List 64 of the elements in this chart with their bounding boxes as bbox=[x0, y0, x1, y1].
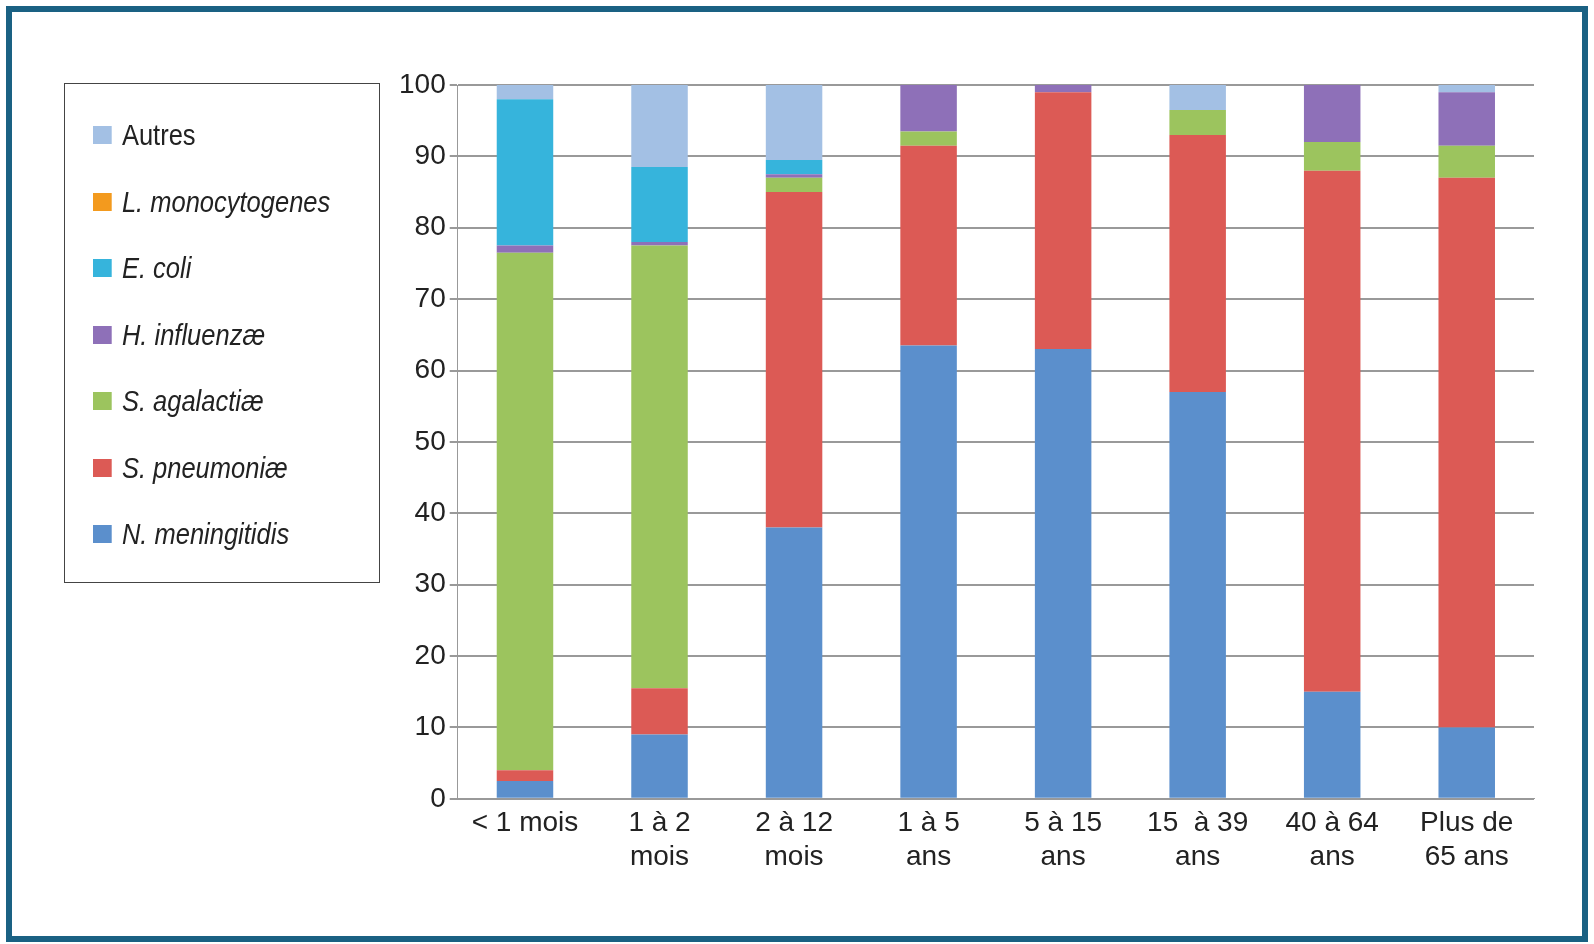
bar bbox=[900, 85, 957, 132]
bar bbox=[496, 770, 554, 781]
bar bbox=[496, 85, 554, 100]
bar bbox=[1303, 170, 1361, 692]
bar bbox=[631, 734, 688, 798]
x-tick-label: 1 à 2 mois bbox=[628, 806, 691, 871]
bar bbox=[496, 245, 554, 253]
bar bbox=[765, 192, 823, 528]
y-tick-label: 20 bbox=[414, 638, 446, 670]
x-tick-label: 1 à 5 ans bbox=[897, 806, 960, 871]
bar bbox=[1438, 85, 1495, 93]
bar bbox=[1438, 727, 1495, 798]
bar bbox=[1169, 109, 1226, 135]
bar bbox=[765, 527, 823, 798]
bar bbox=[1169, 391, 1226, 798]
bar bbox=[496, 780, 554, 798]
bar bbox=[631, 85, 688, 168]
y-tick-label: 10 bbox=[414, 710, 446, 742]
x-tick-label: 2 à 12 mois bbox=[755, 806, 833, 871]
legend-label: N. meningitidis bbox=[121, 517, 290, 552]
bar bbox=[631, 167, 688, 243]
bar bbox=[900, 145, 957, 346]
bar bbox=[1169, 85, 1226, 110]
legend-label: H. influenzæ bbox=[121, 317, 266, 352]
legend-label: L. monocytogenes bbox=[121, 184, 331, 219]
legend-label: Autres bbox=[121, 118, 196, 153]
bar bbox=[496, 252, 554, 771]
y-tick-label: 70 bbox=[414, 281, 446, 313]
legend-label: E. coli bbox=[121, 251, 192, 286]
bar bbox=[1438, 92, 1495, 146]
bar bbox=[1034, 85, 1092, 93]
bar bbox=[1034, 349, 1092, 798]
legend-label: S. pneumoniæ bbox=[121, 450, 288, 485]
y-tick-label: 0 bbox=[430, 781, 446, 813]
bar bbox=[1438, 145, 1495, 178]
bar bbox=[900, 131, 957, 146]
bar bbox=[631, 242, 688, 246]
bar bbox=[900, 345, 957, 798]
x-tick-label: 40 à 64 ans bbox=[1285, 806, 1379, 871]
bar bbox=[1169, 134, 1226, 392]
y-tick-label: 50 bbox=[414, 424, 446, 456]
bar bbox=[765, 159, 823, 175]
x-tick-label: < 1 mois bbox=[471, 806, 579, 838]
y-tick-label: 100 bbox=[399, 67, 446, 99]
x-tick-label: 5 à 15 ans bbox=[1024, 806, 1103, 871]
bar bbox=[765, 177, 823, 193]
y-tick-label: 60 bbox=[414, 353, 446, 385]
bar bbox=[496, 99, 554, 246]
bar bbox=[1303, 85, 1361, 143]
bar bbox=[1438, 177, 1495, 728]
bar bbox=[1303, 691, 1361, 798]
bar bbox=[631, 688, 688, 735]
bar bbox=[631, 245, 688, 689]
bar bbox=[1034, 92, 1092, 350]
x-tick-label: Plus de 65 ans bbox=[1420, 806, 1514, 871]
y-tick-label: 80 bbox=[414, 210, 446, 242]
bar bbox=[765, 85, 823, 160]
y-tick-label: 30 bbox=[414, 567, 446, 599]
legend-label: S. agalactiæ bbox=[121, 384, 264, 419]
x-tick-label: 15 à 39 ans bbox=[1147, 806, 1249, 871]
y-tick-label: 40 bbox=[414, 496, 446, 527]
bar bbox=[1303, 142, 1361, 171]
bar bbox=[765, 174, 823, 178]
y-tick-label: 90 bbox=[414, 139, 446, 171]
